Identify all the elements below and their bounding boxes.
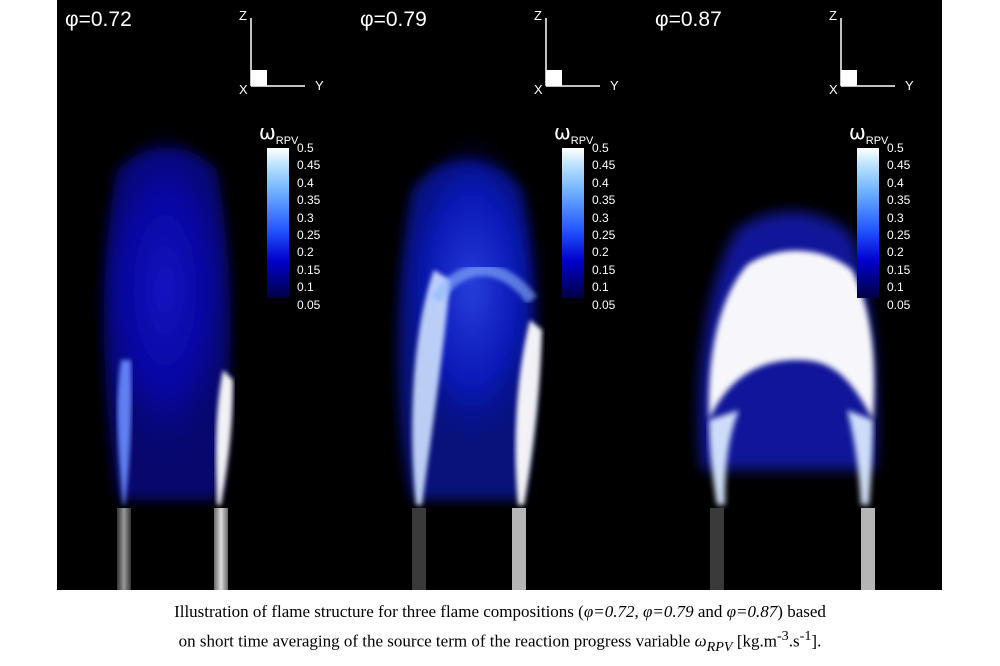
colorbar-tick-label: 0.15 [297,262,321,277]
colorbar-tick-label: 0.45 [297,158,321,173]
burner-tube-right [861,508,875,590]
y-axis-label: Y [315,78,324,93]
colorbar-tick-label: 0.05 [297,297,321,312]
colorbar [857,148,879,298]
colorbar-tick-label: 0.05 [887,297,911,312]
caption-phi-3: φ=0.87 [726,602,778,621]
colorbar-tick-label: 0.3 [297,210,314,225]
legend-title: ωRPV [849,120,888,147]
legend-subscript: RPV [865,135,889,147]
legend-subscript: RPV [570,135,594,147]
x-axis-label: X [534,82,543,97]
colorbar-legend: ωRPV 0.5 0.45 0.4 0.35 0.3 0.25 0.2 0.15 0.1 0.05 [847,120,937,320]
caption-units: .s [788,631,800,651]
colorbar-tick-label: 0.5 [887,141,904,155]
colorbar-tick-label: 0.5 [592,141,609,155]
colorbar [562,148,584,298]
legend-symbol: ω [554,120,571,144]
caption-and: and [693,602,727,621]
colorbar-tick-label: 0.4 [297,175,314,190]
caption-units: [kg.m [732,631,777,651]
legend-subscript: RPV [275,135,299,147]
colorbar-tick-label: 0.35 [297,193,321,208]
colorbar-tick-label: 0.1 [592,280,609,295]
caption-omega: ω [694,631,707,651]
colorbar-tick-label: 0.05 [592,297,616,312]
flame-image-1 [95,120,235,590]
caption-text: on short time averaging of the source te… [178,631,695,651]
burner-tube-left [710,508,724,590]
colorbar-tick-label: 0.25 [887,228,911,242]
colorbar-tick-label: 0.35 [887,193,911,208]
flame-figure: φ=0.72 Z Y X ωRPV 0.5 0.45 0.4 0.35 0.3 0.25 0… [57,0,942,590]
y-axis-label: Y [610,78,619,93]
equivalence-ratio-label: φ=0.87 [655,8,722,31]
caption-phi-2: φ=0.79 [642,602,694,621]
legend-symbol: ω [849,120,866,144]
caption-units-exp: -3 [776,628,789,644]
x-axis-label: X [829,82,838,97]
legend-title: ωRPV [554,120,593,147]
colorbar-tick-label: 0.45 [592,158,616,173]
burner-tube-left [117,508,131,590]
z-axis-label: Z [534,8,542,23]
axis-triad: Z Y X [825,8,935,98]
burner-tube-right [214,508,228,590]
caption-units: ]. [811,631,822,651]
flame-image-2 [397,130,547,590]
x-axis-label: X [239,82,248,97]
axis-triad: Z Y X [530,8,640,98]
legend-symbol: ω [259,120,276,144]
figure-caption: Illustration of flame structure for thre… [0,600,1000,659]
colorbar-tick-label: 0.4 [887,175,904,190]
colorbar-tick-label: 0.25 [592,228,616,242]
z-axis-label: Z [829,8,837,23]
colorbar-legend: ωRPV 0.5 0.45 0.4 0.35 0.3 0.25 0.2 0.15 0.1 0.05 [552,120,642,320]
axis-triad: Z Y X [235,8,345,98]
colorbar-tick-label: 0.25 [297,228,321,242]
legend-title: ωRPV [259,120,298,147]
burner-tube-right [512,508,526,590]
colorbar-tick-label: 0.4 [592,175,609,190]
flame-image-3 [698,211,877,590]
y-axis-label: Y [905,78,914,93]
equivalence-ratio-label: φ=0.72 [65,8,132,31]
colorbar-tick-label: 0.3 [592,210,609,225]
colorbar-tick-label: 0.3 [887,210,904,225]
colorbar-tick-label: 0.15 [592,262,616,277]
caption-units-exp: -1 [799,628,812,644]
colorbar-tick-label: 0.1 [887,280,904,295]
colorbar-tick-label: 0.2 [887,245,904,260]
colorbar-tick-label: 0.15 [887,262,911,277]
caption-line-1: Illustration of flame structure for thre… [0,600,1000,624]
colorbar-tick-label: 0.35 [592,193,616,208]
flame-panel-3: φ=0.87 Z Y X ωRPV 0.5 0.45 0.4 0.35 0.3 0.25 0… [647,0,942,590]
colorbar-tick-label: 0.45 [887,158,911,173]
colorbar-legend: ωRPV 0.5 0.45 0.4 0.35 0.3 0.25 0.2 0.15 0.1 0.05 [257,120,347,320]
flame-panel-2: φ=0.79 Z Y X ωRPV 0.5 0.45 0.4 0.35 0.3 0.25 0… [352,0,647,590]
colorbar-tick-label: 0.2 [592,245,609,260]
burner-tube-left [412,508,426,590]
colorbar-tick-label: 0.5 [297,141,314,155]
caption-text: ) based [777,602,826,621]
caption-sep: , [634,602,643,621]
colorbar [267,148,289,298]
caption-phi-1: φ=0.72 [583,602,635,621]
caption-line-2: on short time averaging of the source te… [0,624,1000,659]
caption-omega-sub: RPV [706,639,733,656]
colorbar-tick-label: 0.1 [297,280,314,295]
flame-panel-1: φ=0.72 Z Y X ωRPV 0.5 0.45 0.4 0.35 0.3 0.25 0… [57,0,352,590]
colorbar-tick-label: 0.2 [297,245,314,260]
equivalence-ratio-label: φ=0.79 [360,8,427,31]
caption-text: Illustration of flame structure for thre… [174,602,584,621]
z-axis-label: Z [239,8,247,23]
